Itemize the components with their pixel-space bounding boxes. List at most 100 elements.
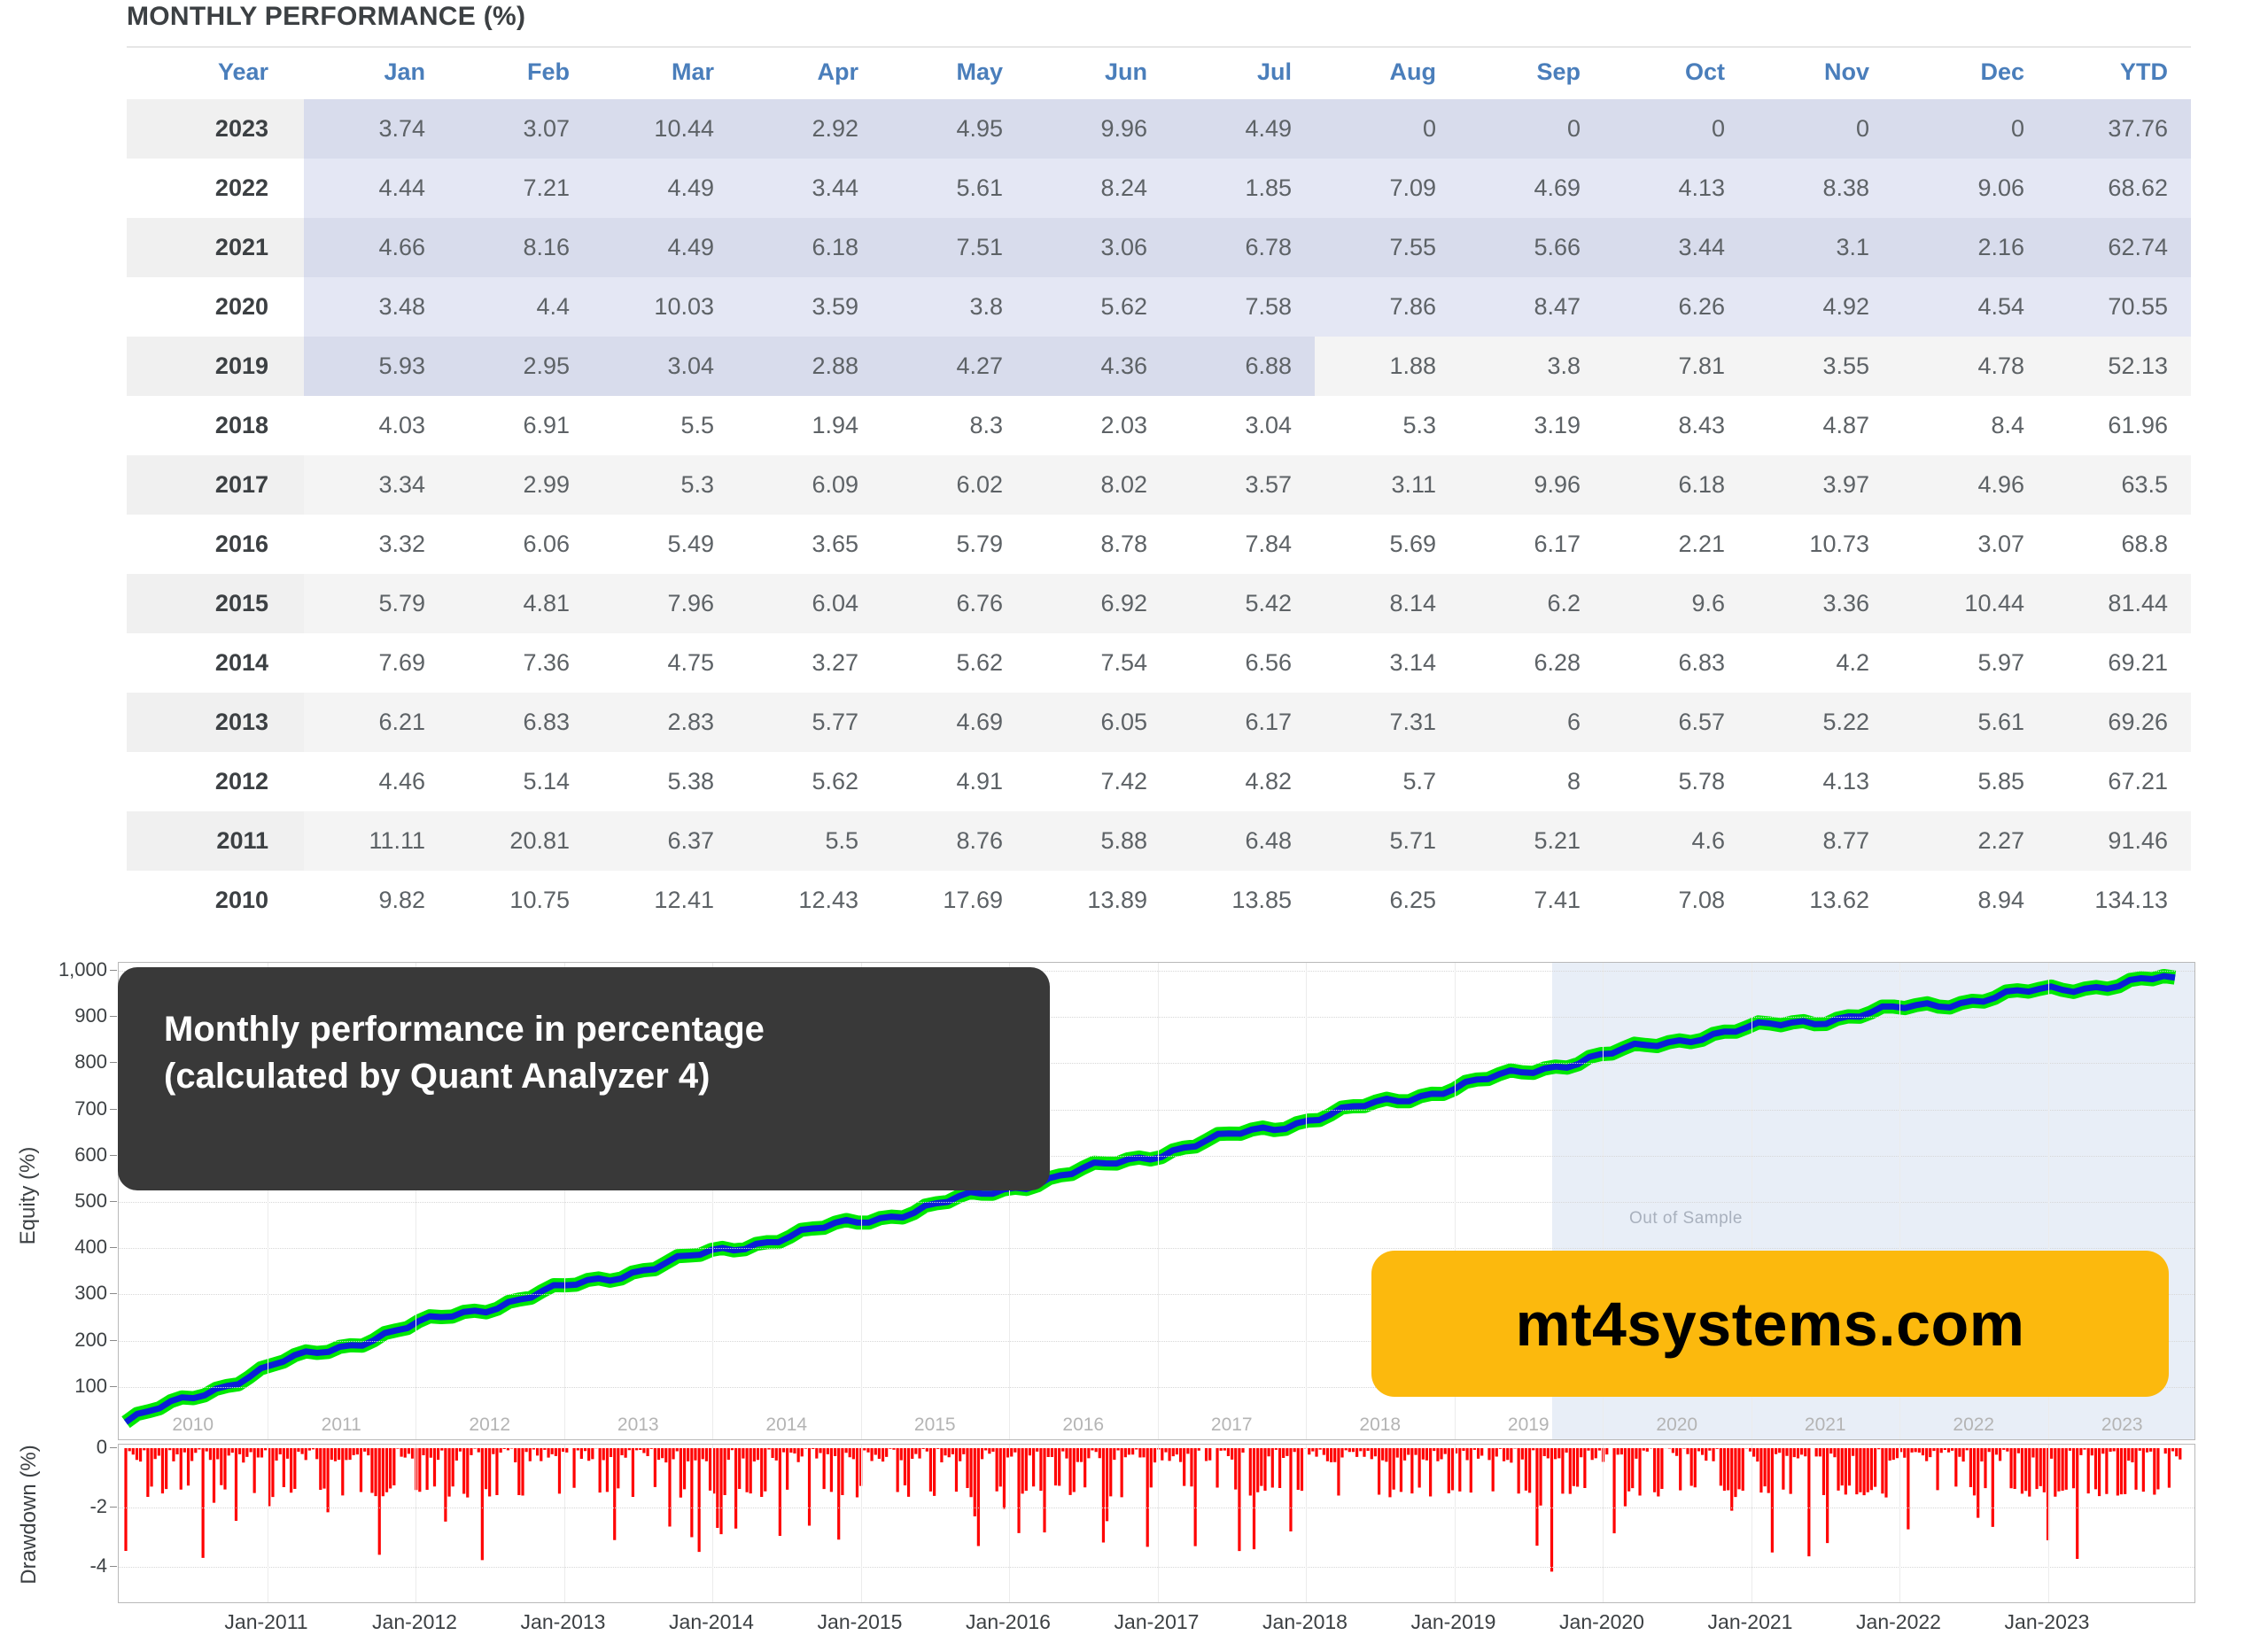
cell-year: 2017 bbox=[127, 454, 304, 515]
table-row[interactable]: 2014 7.69 7.36 4.75 3.27 5.62 7.54 6.56 3.14 6.28… bbox=[127, 632, 2191, 693]
caption-line-1: Monthly performance in percentage bbox=[164, 1010, 765, 1049]
gridline-horizontal bbox=[119, 1294, 2194, 1296]
cell-jan: 3.74 bbox=[304, 98, 448, 159]
cell-ytd: 134.13 bbox=[2047, 870, 2191, 930]
equity-y-tick: 100 bbox=[74, 1374, 117, 1397]
table-row[interactable]: 2012 4.46 5.14 5.38 5.62 4.91 7.42 4.82 5.7 8 5.78… bbox=[127, 751, 2191, 811]
cell-jan: 3.34 bbox=[304, 454, 448, 515]
equity-y-tick: 600 bbox=[74, 1143, 117, 1166]
cell-ytd: 68.62 bbox=[2047, 158, 2191, 218]
cell-oct: 8.43 bbox=[1604, 395, 1748, 455]
cell-oct: 5.78 bbox=[1604, 751, 1748, 811]
cell-mar: 5.38 bbox=[593, 751, 737, 811]
gridline-horizontal bbox=[119, 1567, 2194, 1569]
cell-apr: 5.62 bbox=[737, 751, 882, 811]
table-row[interactable]: 2010 9.82 10.75 12.41 12.43 17.69 13.89 13.85 6.… bbox=[127, 870, 2191, 930]
cell-nov: 8.38 bbox=[1748, 158, 1892, 218]
column-header-may[interactable]: May bbox=[882, 46, 1026, 99]
column-header-jun[interactable]: Jun bbox=[1026, 46, 1170, 99]
cell-year: 2014 bbox=[127, 632, 304, 693]
cell-aug: 5.7 bbox=[1315, 751, 1459, 811]
gridline-vertical bbox=[1009, 963, 1010, 1439]
cell-dec: 8.94 bbox=[1892, 870, 2047, 930]
gridline-vertical bbox=[860, 963, 862, 1439]
gridline-vertical bbox=[563, 1445, 565, 1602]
cell-aug: 7.55 bbox=[1315, 217, 1459, 277]
cell-year: 2019 bbox=[127, 336, 304, 396]
cell-year: 2015 bbox=[127, 573, 304, 633]
column-header-dec[interactable]: Dec bbox=[1892, 46, 2047, 99]
cell-mar: 3.04 bbox=[593, 336, 737, 396]
cell-aug: 5.3 bbox=[1315, 395, 1459, 455]
table-row[interactable]: 2020 3.48 4.4 10.03 3.59 3.8 5.62 7.58 7.86 8.47 6… bbox=[127, 276, 2191, 337]
cell-dec: 4.96 bbox=[1892, 454, 2047, 515]
table-row[interactable]: 2013 6.21 6.83 2.83 5.77 4.69 6.05 6.17 7.31 6 6.5… bbox=[127, 692, 2191, 752]
cell-mar: 6.37 bbox=[593, 810, 737, 871]
gridline-vertical bbox=[563, 963, 565, 1439]
table-row[interactable]: 2016 3.32 6.06 5.49 3.65 5.79 8.78 7.84 5.69 6.17… bbox=[127, 514, 2191, 574]
gridline-vertical bbox=[1899, 963, 1900, 1439]
out-of-sample-label: Out of Sample bbox=[1629, 1209, 1743, 1228]
table-row[interactable]: 2015 5.79 4.81 7.96 6.04 6.76 6.92 5.42 8.14 6.2 9… bbox=[127, 573, 2191, 633]
column-header-sep[interactable]: Sep bbox=[1459, 46, 1604, 99]
column-header-ytd[interactable]: YTD bbox=[2047, 46, 2191, 99]
cell-dec: 5.61 bbox=[1892, 692, 2047, 752]
cell-ytd: 69.21 bbox=[2047, 632, 2191, 693]
cell-sep: 3.8 bbox=[1459, 336, 1604, 396]
column-header-aug[interactable]: Aug bbox=[1315, 46, 1459, 99]
table-row[interactable]: 2022 4.44 7.21 4.49 3.44 5.61 8.24 1.85 7.09 4.69… bbox=[127, 158, 2191, 218]
cell-nov: 0 bbox=[1748, 98, 1892, 159]
cell-nov: 4.87 bbox=[1748, 395, 1892, 455]
cell-dec: 2.27 bbox=[1892, 810, 2047, 871]
column-header-jul[interactable]: Jul bbox=[1170, 46, 1315, 99]
cell-mar: 5.3 bbox=[593, 454, 737, 515]
table-row[interactable]: 2023 3.74 3.07 10.44 2.92 4.95 9.96 4.49 0 0 0 0 0 37… bbox=[127, 98, 2191, 159]
cell-jun: 9.96 bbox=[1026, 98, 1170, 159]
plot-year-label: 2022 bbox=[1953, 1415, 1995, 1435]
cell-apr: 3.59 bbox=[737, 276, 882, 337]
monthly-performance-section: MONTHLY PERFORMANCE (%) Year Jan Feb Mar Apr… bbox=[127, 2, 2191, 930]
column-header-jan[interactable]: Jan bbox=[304, 46, 448, 99]
column-header-mar[interactable]: Mar bbox=[593, 46, 737, 99]
plot-year-label: 2015 bbox=[913, 1415, 956, 1435]
cell-jan: 11.11 bbox=[304, 810, 448, 871]
table-row[interactable]: 2017 3.34 2.99 5.3 6.09 6.02 8.02 3.57 3.11 9.96 6… bbox=[127, 454, 2191, 515]
brand-badge[interactable]: mt4systems.com bbox=[1371, 1251, 2169, 1397]
cell-year: 2023 bbox=[127, 98, 304, 159]
cell-nov: 10.73 bbox=[1748, 514, 1892, 574]
table-row[interactable]: 2018 4.03 6.91 5.5 1.94 8.3 2.03 3.04 5.3 3.19 8.4… bbox=[127, 395, 2191, 455]
cell-mar: 7.96 bbox=[593, 573, 737, 633]
cell-mar: 5.49 bbox=[593, 514, 737, 574]
column-header-year[interactable]: Year bbox=[127, 46, 304, 99]
cell-sep: 9.96 bbox=[1459, 454, 1604, 515]
equity-y-tick: 1,000 bbox=[58, 958, 118, 981]
cell-apr: 2.92 bbox=[737, 98, 882, 159]
column-header-apr[interactable]: Apr bbox=[737, 46, 882, 99]
table-row[interactable]: 2021 4.66 8.16 4.49 6.18 7.51 3.06 6.78 7.55 5.66… bbox=[127, 217, 2191, 277]
cell-may: 7.51 bbox=[882, 217, 1026, 277]
column-header-nov[interactable]: Nov bbox=[1748, 46, 1892, 99]
cell-jun: 7.42 bbox=[1026, 751, 1170, 811]
cell-aug: 5.71 bbox=[1315, 810, 1459, 871]
column-header-oct[interactable]: Oct bbox=[1604, 46, 1748, 99]
gridline-vertical bbox=[1454, 963, 1456, 1439]
caption-overlay: Monthly performance in percentage (calcu… bbox=[118, 967, 1050, 1190]
cell-jul: 1.85 bbox=[1170, 158, 1315, 218]
cell-sep: 5.66 bbox=[1459, 217, 1604, 277]
cell-aug: 7.09 bbox=[1315, 158, 1459, 218]
gridline-vertical bbox=[1306, 1445, 1307, 1602]
gridline-horizontal bbox=[119, 1202, 2194, 1203]
table-row[interactable]: 2011 11.11 20.81 6.37 5.5 8.76 5.88 6.48 5.71 5.2… bbox=[127, 810, 2191, 871]
cell-apr: 6.18 bbox=[737, 217, 882, 277]
cell-jan: 3.48 bbox=[304, 276, 448, 337]
drawdown-plot-area bbox=[118, 1444, 2195, 1603]
equity-curve bbox=[121, 968, 2177, 1429]
table-row[interactable]: 2019 5.93 2.95 3.04 2.88 4.27 4.36 6.88 1.88 3.8 7… bbox=[127, 336, 2191, 396]
cell-jul: 6.48 bbox=[1170, 810, 1315, 871]
cell-jun: 2.03 bbox=[1026, 395, 1170, 455]
gridline-horizontal bbox=[119, 1248, 2194, 1250]
table-body: 2023 3.74 3.07 10.44 2.92 4.95 9.96 4.49 0 0 0 0 0 37… bbox=[127, 98, 2191, 930]
column-header-feb[interactable]: Feb bbox=[448, 46, 593, 99]
cell-feb: 4.81 bbox=[448, 573, 593, 633]
cell-nov: 4.92 bbox=[1748, 276, 1892, 337]
